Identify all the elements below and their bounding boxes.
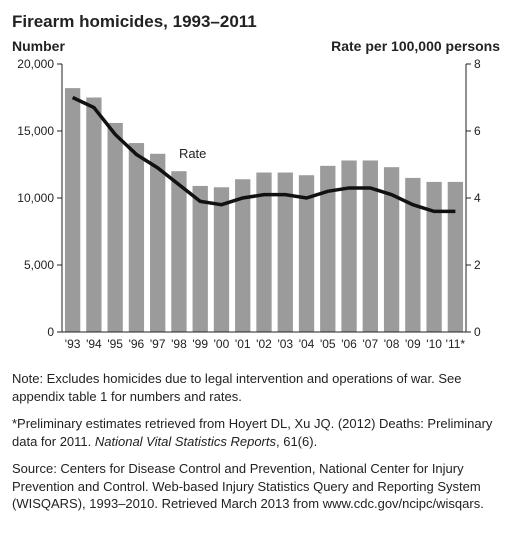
- note-source: Source: Centers for Disease Control and …: [12, 460, 500, 513]
- x-tick-label: '00: [214, 337, 230, 351]
- x-tick-label: '06: [341, 337, 357, 351]
- x-tick-label: '08: [384, 337, 400, 351]
- x-tick-label: '02: [256, 337, 272, 351]
- chart-title: Firearm homicides, 1993–2011: [12, 12, 500, 32]
- note-preliminary-c: , 61(6).: [276, 434, 317, 449]
- x-tick-label: '11*: [446, 337, 466, 351]
- bar-'95: [108, 123, 123, 332]
- x-tick-label: '93: [65, 337, 81, 351]
- left-tick-label: 15,000: [17, 124, 54, 138]
- left-axis-label: Number: [12, 38, 65, 54]
- bar-'96: [129, 143, 144, 332]
- right-axis-label: Rate per 100,000 persons: [331, 38, 500, 54]
- note-preliminary: *Preliminary estimates retrieved from Ho…: [12, 415, 500, 450]
- x-tick-label: '96: [129, 337, 145, 351]
- right-tick-label: 0: [474, 325, 481, 339]
- x-tick-label: '01: [235, 337, 251, 351]
- left-tick-label: 0: [47, 325, 54, 339]
- bar-'98: [171, 171, 186, 332]
- left-tick-label: 20,000: [17, 57, 54, 71]
- x-tick-label: '98: [171, 337, 187, 351]
- bar-'10: [426, 182, 441, 332]
- x-tick-label: '95: [107, 337, 123, 351]
- x-tick-label: '04: [299, 337, 315, 351]
- bar-'93: [65, 88, 80, 332]
- notes-block: Note: Excludes homicides due to legal in…: [12, 370, 500, 513]
- x-tick-label: '99: [192, 337, 208, 351]
- x-tick-label: '10: [426, 337, 442, 351]
- bar-'01: [235, 179, 250, 332]
- x-tick-label: '03: [277, 337, 293, 351]
- right-tick-label: 8: [474, 57, 481, 71]
- right-tick-label: 6: [474, 124, 481, 138]
- right-tick-label: 2: [474, 258, 481, 272]
- note-preliminary-italic: National Vital Statistics Reports: [95, 434, 276, 449]
- bar-'94: [86, 98, 101, 333]
- left-tick-label: 10,000: [17, 191, 54, 205]
- note-exclusion: Note: Excludes homicides due to legal in…: [12, 370, 500, 405]
- right-tick-label: 4: [474, 191, 481, 205]
- x-tick-label: '09: [405, 337, 421, 351]
- chart-container: 0 5,000 10,000 15,000 20,000 0 2 4 6 8 '93 '94 '95 '9…: [12, 56, 500, 356]
- bar-'00: [214, 187, 229, 332]
- bar-'97: [150, 154, 165, 332]
- x-tick-label: '97: [150, 337, 166, 351]
- axis-label-row: Number Rate per 100,000 persons: [12, 38, 500, 54]
- chart-svg: 0 5,000 10,000 15,000 20,000 0 2 4 6 8 '93 '94 '95 '9…: [12, 56, 500, 356]
- x-tick-label: '07: [362, 337, 378, 351]
- x-tick-label: '05: [320, 337, 336, 351]
- bar-'11*: [448, 182, 463, 332]
- x-tick-label: '94: [86, 337, 102, 351]
- rate-annotation: Rate: [179, 146, 206, 161]
- bar-'99: [193, 186, 208, 332]
- left-tick-label: 5,000: [24, 258, 54, 272]
